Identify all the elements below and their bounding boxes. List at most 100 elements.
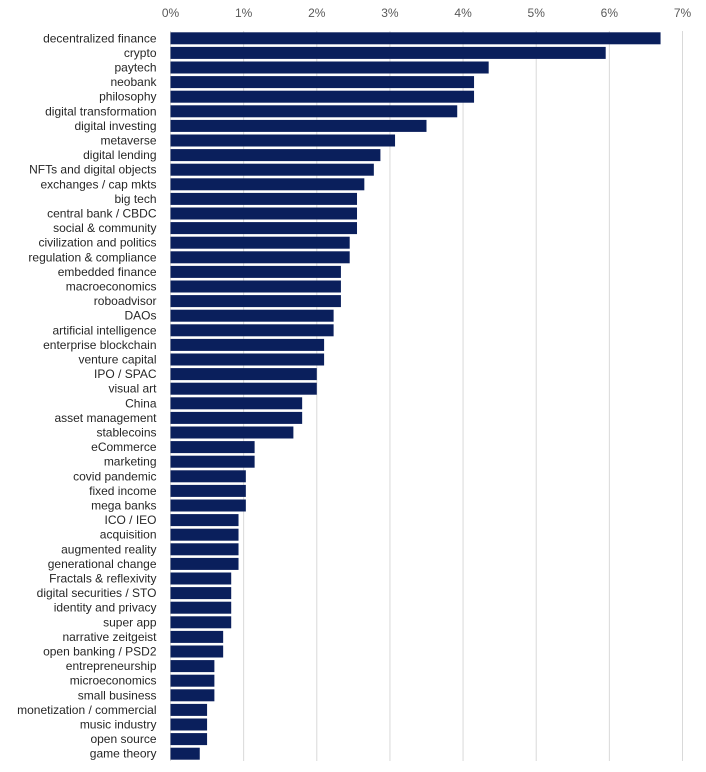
bar <box>170 61 489 74</box>
category-label: digital transformation <box>45 104 156 118</box>
category-label: game theory <box>90 747 157 761</box>
category-label: narrative zeitgeist <box>62 630 157 644</box>
bar <box>170 557 239 570</box>
category-label: ICO / IEO <box>104 513 156 527</box>
bar <box>170 236 350 249</box>
bar <box>170 470 246 483</box>
category-label: monetization / commercial <box>17 703 156 717</box>
category-label: asset management <box>54 411 157 425</box>
bar <box>170 192 358 205</box>
bar <box>170 207 358 220</box>
bar <box>170 265 341 278</box>
bar <box>170 572 232 585</box>
category-label: enterprise blockchain <box>43 338 156 352</box>
category-label: neobank <box>110 75 157 89</box>
bar <box>170 411 303 424</box>
category-label: venture capital <box>78 353 156 367</box>
category-label: acquisition <box>100 528 157 542</box>
bar <box>170 324 334 337</box>
bar <box>170 309 334 322</box>
category-label: big tech <box>114 192 156 206</box>
bar <box>170 689 215 702</box>
bar <box>170 280 341 293</box>
category-label: digital investing <box>74 119 156 133</box>
bar <box>170 514 239 527</box>
category-label: paytech <box>114 61 156 75</box>
bar <box>170 90 475 103</box>
bar <box>170 163 374 176</box>
bar <box>170 587 232 600</box>
bar <box>170 528 239 541</box>
bar <box>170 674 215 687</box>
bar <box>170 251 350 264</box>
x-tick-label: 1% <box>235 6 253 20</box>
bar <box>170 222 358 235</box>
category-label: augmented reality <box>61 542 156 556</box>
category-label: philosophy <box>99 90 156 104</box>
x-tick-label: 6% <box>601 6 619 20</box>
category-label: marketing <box>104 455 157 469</box>
bar <box>170 616 232 629</box>
category-label: open banking / PSD2 <box>43 645 157 659</box>
category-label: embedded finance <box>58 265 157 279</box>
bar <box>170 543 239 556</box>
bar <box>170 499 246 512</box>
category-label: regulation & compliance <box>28 250 156 264</box>
category-label: mega banks <box>91 499 156 513</box>
bar <box>170 426 294 439</box>
x-tick-label: 2% <box>308 6 326 20</box>
bar <box>170 441 255 454</box>
category-label: stablecoins <box>96 426 156 440</box>
bar <box>170 601 232 614</box>
x-tick-label: 3% <box>381 6 399 20</box>
category-label: entrepreneurship <box>66 659 157 673</box>
category-label: decentralized finance <box>43 31 157 45</box>
category-label: open source <box>90 732 156 746</box>
x-axis-ticks: 0% 1% 2% 3% 4% 5% 6% 7% <box>162 6 692 20</box>
category-labels: decentralized financecryptopaytechneoban… <box>17 31 157 760</box>
bar <box>170 733 208 746</box>
category-label: NFTs and digital objects <box>29 163 156 177</box>
bar <box>170 32 661 45</box>
bar <box>170 455 255 468</box>
bar <box>170 134 396 147</box>
bar <box>170 149 381 162</box>
bar <box>170 747 200 760</box>
bar <box>170 353 325 366</box>
category-label: central bank / CBDC <box>47 207 157 221</box>
bar <box>170 382 317 395</box>
x-tick-label: 5% <box>528 6 546 20</box>
bar <box>170 119 427 132</box>
category-label: civilization and politics <box>38 236 156 250</box>
category-label: visual art <box>108 382 157 396</box>
bars <box>170 32 661 760</box>
category-label: digital securities / STO <box>37 586 157 600</box>
bar <box>170 338 325 351</box>
bar <box>170 660 215 673</box>
category-label: artificial intelligence <box>52 323 156 337</box>
category-label: social & community <box>53 221 156 235</box>
category-label: small business <box>78 688 157 702</box>
bar <box>170 397 303 410</box>
bar <box>170 484 246 497</box>
category-label: eCommerce <box>91 440 157 454</box>
category-label: DAOs <box>124 309 156 323</box>
bar <box>170 645 224 658</box>
bar <box>170 703 208 716</box>
category-label: generational change <box>48 557 157 571</box>
category-label: IPO / SPAC <box>94 367 157 381</box>
bar <box>170 105 458 118</box>
x-tick-label: 4% <box>454 6 472 20</box>
category-label: fixed income <box>89 484 157 498</box>
category-label: digital lending <box>83 148 156 162</box>
bar <box>170 46 606 59</box>
category-label: microeconomics <box>70 674 157 688</box>
bar <box>170 178 365 191</box>
x-tick-label: 0% <box>162 6 180 20</box>
bar <box>170 718 208 731</box>
category-label: exchanges / cap mkts <box>40 177 156 191</box>
x-tick-label: 7% <box>674 6 692 20</box>
bar <box>170 76 475 89</box>
category-label: music industry <box>80 718 157 732</box>
